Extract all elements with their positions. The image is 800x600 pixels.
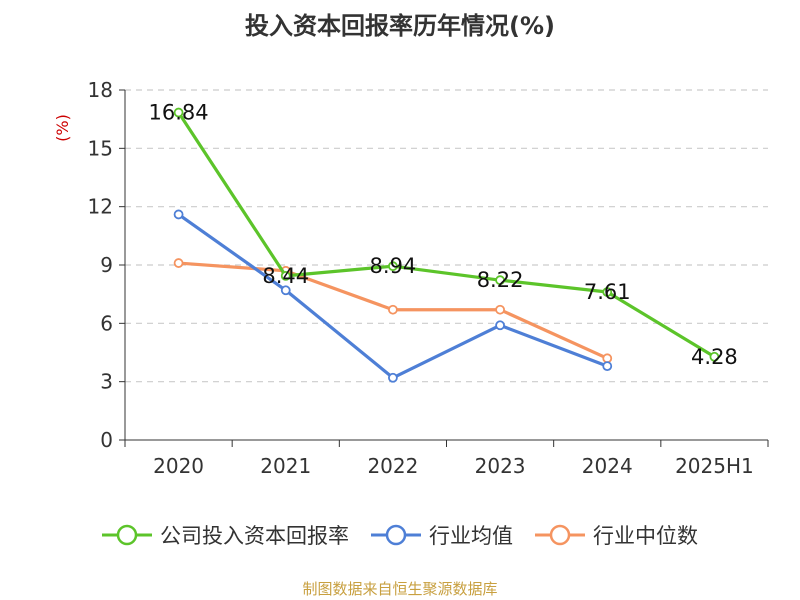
legend-item[interactable]: 行业均值: [371, 520, 513, 550]
y-tick-label: 15: [88, 136, 113, 160]
chart-title: 投入资本回报率历年情况(%): [245, 12, 555, 40]
data-point: [280, 270, 291, 281]
data-point: [173, 258, 184, 268]
axes: 0 3 6 9 12 15 18 2020 2021 2022 2023 2024 2025H1 (%): [53, 78, 769, 478]
data-label: 4.28: [691, 345, 738, 369]
x-tick-label: 2020: [153, 454, 204, 478]
data-point: [388, 372, 398, 383]
y-tick-label: 3: [100, 370, 113, 394]
data-label: 8.44: [262, 264, 309, 288]
series-lines: [173, 107, 720, 383]
data-label: 16.84: [149, 101, 209, 125]
legend-line-marker-icon: [535, 524, 585, 546]
legend: 公司投入资本回报率 行业均值 行业中位数: [0, 520, 800, 550]
legend-label: 公司投入资本回报率: [160, 524, 349, 548]
y-tick-label: 6: [100, 311, 113, 335]
legend-marker: [116, 524, 138, 546]
source-note: 制图数据来自恒生聚源数据库: [302, 580, 498, 598]
data-point: [388, 304, 398, 315]
data-point: [709, 351, 720, 362]
x-tick-label: 2024: [582, 454, 633, 478]
data-labels: 16.84 8.44 8.94 8.22 7.61 4.28: [149, 101, 738, 369]
data-label: 8.94: [370, 254, 417, 278]
data-point: [602, 361, 613, 372]
legend-label: 行业中位数: [593, 524, 698, 548]
legend-label: 行业均值: [429, 524, 513, 548]
data-point: [173, 107, 184, 118]
series-line: [177, 111, 716, 359]
data-label: 7.61: [584, 280, 631, 304]
y-tick-label: 18: [88, 78, 113, 102]
data-point: [495, 320, 505, 331]
data-point: [280, 285, 291, 296]
data-label: 8.22: [477, 268, 524, 292]
y-tick-label: 9: [100, 253, 113, 277]
legend-item[interactable]: 公司投入资本回报率: [102, 520, 349, 550]
legend-line-marker-icon: [371, 524, 421, 546]
grid-lines: [125, 89, 768, 383]
data-point: [495, 304, 505, 315]
x-tick-label: 2021: [260, 454, 311, 478]
x-tick-label: 2023: [475, 454, 526, 478]
legend-marker: [385, 524, 407, 546]
data-point: [602, 287, 613, 297]
legend-item[interactable]: 行业中位数: [535, 520, 698, 550]
data-point: [602, 353, 613, 364]
data-point: [388, 261, 398, 272]
legend-marker: [549, 524, 571, 546]
data-point: [495, 275, 505, 286]
legend-line-marker-icon: [102, 524, 152, 546]
y-axis-label: (%): [53, 114, 72, 142]
y-tick-label: 12: [88, 195, 113, 219]
series-line: [177, 213, 608, 380]
x-tick-label: 2025H1: [675, 454, 754, 478]
x-tick-label: 2022: [367, 454, 418, 478]
y-tick-label: 0: [100, 428, 113, 452]
data-point: [173, 209, 184, 220]
